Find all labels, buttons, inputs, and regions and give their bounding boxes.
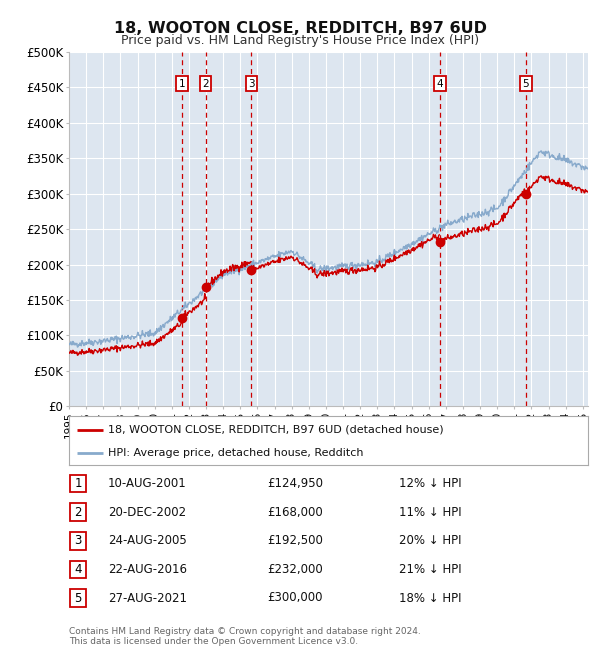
Text: 18, WOOTON CLOSE, REDDITCH, B97 6UD (detached house): 18, WOOTON CLOSE, REDDITCH, B97 6UD (det… (108, 424, 443, 435)
Text: This data is licensed under the Open Government Licence v3.0.: This data is licensed under the Open Gov… (69, 637, 358, 646)
FancyBboxPatch shape (70, 532, 86, 549)
Text: 21% ↓ HPI: 21% ↓ HPI (399, 563, 461, 576)
Text: £124,950: £124,950 (267, 477, 323, 490)
Text: 5: 5 (74, 592, 82, 604)
Text: 27-AUG-2021: 27-AUG-2021 (108, 592, 187, 604)
Text: 20-DEC-2002: 20-DEC-2002 (108, 506, 186, 519)
Text: 24-AUG-2005: 24-AUG-2005 (108, 534, 187, 547)
Text: 18, WOOTON CLOSE, REDDITCH, B97 6UD: 18, WOOTON CLOSE, REDDITCH, B97 6UD (113, 21, 487, 36)
FancyBboxPatch shape (70, 560, 86, 578)
Text: 10-AUG-2001: 10-AUG-2001 (108, 477, 187, 490)
Text: 22-AUG-2016: 22-AUG-2016 (108, 563, 187, 576)
Text: £168,000: £168,000 (267, 506, 323, 519)
Text: 12% ↓ HPI: 12% ↓ HPI (399, 477, 461, 490)
FancyBboxPatch shape (70, 503, 86, 521)
Text: 3: 3 (74, 534, 82, 547)
Text: 4: 4 (74, 563, 82, 576)
Text: 2: 2 (74, 506, 82, 519)
Text: £192,500: £192,500 (267, 534, 323, 547)
Text: Price paid vs. HM Land Registry's House Price Index (HPI): Price paid vs. HM Land Registry's House … (121, 34, 479, 47)
Text: 3: 3 (248, 79, 255, 89)
Text: 5: 5 (523, 79, 529, 89)
Text: 4: 4 (436, 79, 443, 89)
Text: 1: 1 (179, 79, 185, 89)
Text: 2: 2 (202, 79, 209, 89)
Text: 18% ↓ HPI: 18% ↓ HPI (399, 592, 461, 604)
Text: £232,000: £232,000 (267, 563, 323, 576)
Text: 1: 1 (74, 477, 82, 490)
FancyBboxPatch shape (70, 474, 86, 493)
Text: Contains HM Land Registry data © Crown copyright and database right 2024.: Contains HM Land Registry data © Crown c… (69, 627, 421, 636)
Text: 11% ↓ HPI: 11% ↓ HPI (399, 506, 461, 519)
FancyBboxPatch shape (70, 589, 86, 607)
Text: 20% ↓ HPI: 20% ↓ HPI (399, 534, 461, 547)
Text: HPI: Average price, detached house, Redditch: HPI: Average price, detached house, Redd… (108, 448, 364, 458)
Text: £300,000: £300,000 (267, 592, 323, 604)
